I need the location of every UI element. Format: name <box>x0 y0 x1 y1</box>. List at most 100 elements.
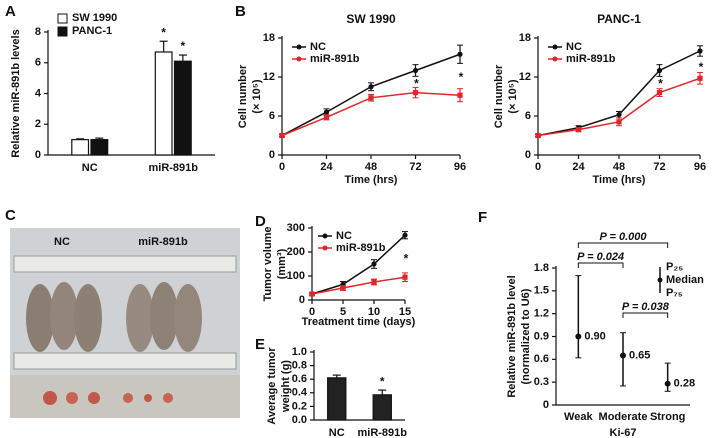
mouse <box>126 284 154 352</box>
bar <box>173 60 192 156</box>
y-tick-label: 100 <box>287 270 305 282</box>
legend-marker <box>296 44 302 50</box>
y-axis-label: (× 10⁵) <box>251 79 263 114</box>
value-label: 0.65 <box>629 349 650 361</box>
x-tick-label: 24 <box>572 161 585 173</box>
x-tick-label: 0 <box>279 161 285 173</box>
panel-letter: F <box>478 209 487 226</box>
tumor <box>163 393 173 403</box>
y-tick-label: 0.2 <box>292 400 307 412</box>
panel-letter: A <box>5 3 16 20</box>
legend-marker <box>552 44 558 50</box>
bracket <box>622 312 669 318</box>
chart-title: SW 1990 <box>346 12 396 26</box>
marker <box>368 84 374 90</box>
bar <box>372 394 392 421</box>
y-axis-label: Cell number <box>493 64 505 128</box>
panel-letter: E <box>255 336 265 353</box>
y-tick-label: 0.3 <box>534 376 549 388</box>
photo-panel: C NC miR-891b <box>5 207 240 418</box>
y-axis-label: Relative miR-891b levels <box>10 29 22 157</box>
marker <box>368 95 374 101</box>
x-tick-label: 48 <box>365 161 377 173</box>
panel-letter: B <box>235 3 246 20</box>
tumor <box>88 392 100 404</box>
marker <box>323 109 330 115</box>
x-tick-label: 0 <box>535 161 541 173</box>
y-tick-label: 0.8 <box>292 360 307 372</box>
x-tick-label: Strong <box>650 411 685 423</box>
marker <box>340 285 346 291</box>
y-tick-label: 6 <box>269 110 275 122</box>
y-axis-label: (normalized to U6) <box>520 288 532 384</box>
x-tick-label: 24 <box>320 161 333 173</box>
x-tick-label: miR-891b <box>357 427 407 438</box>
annotation: P = 0.024 <box>577 251 624 263</box>
marker <box>656 90 663 96</box>
legend-label: NC <box>566 41 582 53</box>
marker <box>697 48 703 54</box>
tumor <box>66 392 78 404</box>
y-axis-label: (mm³) <box>276 248 288 279</box>
line <box>311 276 406 295</box>
y-axis-label: Relative miR-891b level <box>506 275 518 397</box>
y-tick-label: 6 <box>525 110 531 122</box>
x-tick-label: 15 <box>399 306 411 318</box>
marker <box>457 92 463 98</box>
x-tick-label: 48 <box>613 161 625 173</box>
median-dot <box>664 380 671 387</box>
legend-label: NC <box>310 41 326 53</box>
x-tick-label: Moderate <box>599 411 648 423</box>
y-axis-label: (× 10⁵) <box>507 79 519 114</box>
bar <box>154 51 173 156</box>
x-tick-label: 96 <box>694 161 706 173</box>
y-tick-label: 0 <box>543 399 549 411</box>
annotation: * <box>404 251 409 265</box>
x-tick-label: 0 <box>309 306 315 318</box>
legend-label: Median <box>666 274 704 286</box>
marker <box>371 261 377 267</box>
marker <box>402 274 408 280</box>
y-tick-label: 2 <box>35 118 41 130</box>
median-dot <box>620 352 626 359</box>
y-axis-label: Cell number <box>237 64 249 128</box>
y-tick-label: 200 <box>287 246 305 258</box>
bar <box>327 377 347 421</box>
legend-label: NC <box>336 230 352 242</box>
chart-title: PANC-1 <box>597 12 641 26</box>
legend-marker <box>322 233 328 239</box>
marker <box>697 75 703 81</box>
legend-label: miR-891b <box>336 242 386 254</box>
panel-letter: C <box>5 207 16 224</box>
x-tick-label: NC <box>329 427 345 438</box>
x-tick-label: 72 <box>409 161 421 173</box>
y-tick-label: 0.6 <box>292 373 307 385</box>
x-axis-label: Time (hrs) <box>593 174 646 186</box>
ruler <box>13 255 237 273</box>
tumor <box>123 393 133 403</box>
x-tick-label: miR-891b <box>148 162 198 174</box>
legend-label: SW 1990 <box>72 12 117 24</box>
tumor <box>144 394 152 402</box>
x-tick-label: 96 <box>454 161 466 173</box>
marker <box>656 67 663 74</box>
marker <box>412 67 419 74</box>
y-tick-label: 4 <box>35 87 42 99</box>
group-label: NC <box>54 236 70 248</box>
mouse <box>174 284 202 352</box>
marker <box>535 132 541 139</box>
annotation: * <box>459 70 464 84</box>
y-tick-label: 12 <box>519 71 531 83</box>
value-label: 0.28 <box>674 378 695 390</box>
legend-swatch <box>57 26 68 37</box>
x-axis-label: Ki-67 <box>610 427 637 438</box>
x-axis-label: Treatment time (days) <box>302 316 416 328</box>
x-tick-label: 5 <box>340 306 346 318</box>
x-tick-label: Weak <box>564 411 593 423</box>
bracket <box>577 242 669 248</box>
y-axis-label: Tumor volume <box>262 227 274 302</box>
mouse <box>50 282 78 350</box>
annotation: * <box>658 77 663 91</box>
y-tick-label: 1.8 <box>534 262 549 274</box>
